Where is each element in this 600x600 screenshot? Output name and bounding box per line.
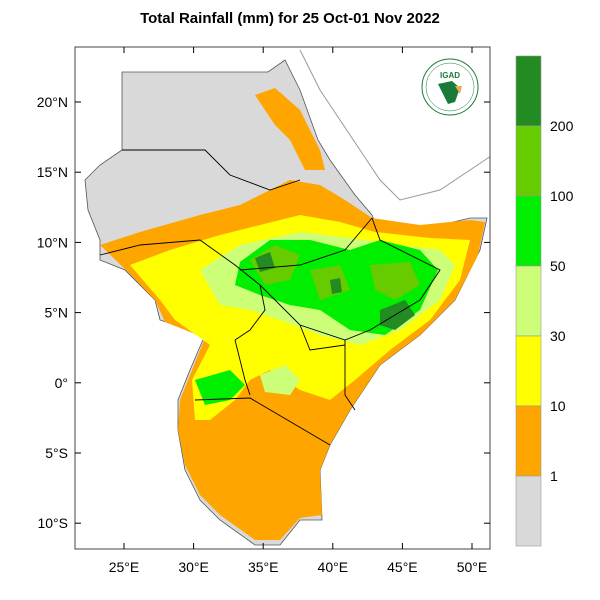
rain-100-200 — [250, 245, 420, 300]
legend-swatch — [515, 55, 542, 127]
coastline — [299, 49, 490, 201]
legend-swatch — [515, 195, 542, 267]
lat-tick-label: 5°N — [45, 305, 69, 321]
lat-tick-label: 5°S — [45, 445, 68, 461]
country-borders — [99, 149, 441, 446]
legend-swatch — [515, 125, 542, 197]
legend-swatch — [515, 335, 542, 407]
legend-label: 100 — [550, 188, 574, 204]
legend-swatch — [515, 405, 542, 477]
lat-tick-label: 15°N — [37, 164, 68, 180]
map-title: Total Rainfall (mm) for 25 Oct-01 Nov 20… — [140, 10, 440, 27]
legend-label: 1 — [550, 468, 558, 484]
legend-label: 30 — [550, 328, 566, 344]
legend-swatch — [515, 265, 542, 337]
lat-tick-label: 10°N — [37, 234, 68, 250]
rain-30-50-south — [260, 365, 300, 395]
legend-swatch — [515, 475, 542, 547]
map-frame — [74, 46, 491, 550]
lon-tick-label: 40°E — [318, 559, 349, 575]
rain-50-100-west — [195, 370, 245, 405]
lon-tick-label: 25°E — [109, 559, 140, 575]
lat-tick-label: 10°S — [37, 515, 68, 531]
svg-text:IGAD: IGAD — [440, 71, 460, 80]
lon-tick-label: 45°E — [387, 559, 418, 575]
legend-label: 10 — [550, 398, 566, 414]
igad-logo: IGAD — [421, 58, 479, 116]
lat-tick-label: 20°N — [37, 94, 68, 110]
legend-label: 200 — [550, 118, 574, 134]
rain-200-plus — [255, 252, 415, 330]
lon-tick-label: 30°E — [178, 559, 209, 575]
lat-tick-label: 0° — [55, 375, 68, 391]
lon-tick-label: 35°E — [248, 559, 279, 575]
rain-1-10-north — [255, 88, 325, 170]
legend-label: 50 — [550, 258, 566, 274]
lon-tick-label: 50°E — [457, 559, 488, 575]
